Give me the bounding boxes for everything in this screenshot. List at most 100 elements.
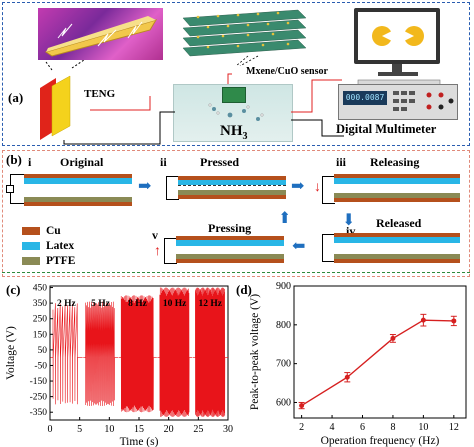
data-point: [420, 317, 426, 323]
y-tick-label: -150: [30, 377, 48, 387]
y-tick-label: -50: [34, 361, 47, 371]
stage-iii-circuit: [322, 176, 335, 204]
stage-v-bottom-layer: [176, 254, 284, 263]
stage-v-title: Pressing: [208, 221, 252, 235]
frequency-label: 12 Hz: [198, 299, 222, 309]
current-down-arrow-icon: ↓: [314, 180, 321, 195]
arrow-right-icon: ➡: [138, 178, 152, 195]
frequency-label: 8 Hz: [128, 299, 148, 309]
stage-v-number: v: [152, 228, 158, 242]
teng-label: TENG: [84, 88, 116, 100]
material-legend: Cu Latex PTFE: [22, 224, 75, 269]
legend-label: PTFE: [46, 255, 76, 267]
panel-a-frame: [2, 2, 470, 146]
digital-multimeter: 000.0087: [338, 84, 458, 120]
y-tick-label: 450: [33, 284, 48, 294]
frequency-label: 5 Hz: [91, 299, 111, 309]
voltage-trace-segment: [192, 287, 228, 417]
stage-iii-bottom-layer: [334, 193, 460, 202]
legend-label: Latex: [46, 240, 75, 252]
panel-b-bottom-border: [2, 272, 470, 273]
x-tick-label: 5: [77, 424, 82, 435]
x-tick-label: 10: [418, 422, 428, 433]
mxene-nanosheet-stack: [182, 9, 307, 66]
computer-monitor: [354, 8, 441, 89]
stage-ii-number: ii: [160, 155, 167, 169]
y-tick-label: 250: [33, 315, 48, 325]
voltage-trace-segment: [50, 303, 83, 405]
y-tick-label: 50: [38, 346, 48, 356]
x-tick-label: 0: [48, 424, 53, 435]
data-point: [299, 403, 305, 409]
stage-i-bottom-layer: [24, 197, 132, 206]
legend-item-ptfe: PTFE: [22, 254, 75, 269]
panel-d-label: (d): [236, 282, 252, 297]
x-tick-label: 4: [330, 422, 335, 433]
arrow-up-icon: ⬆: [278, 210, 292, 227]
stage-v-top-layer: [176, 236, 284, 246]
multimeter-display: 000.0087: [343, 91, 387, 105]
stage-iii-number: iii: [336, 155, 347, 169]
arrow-down-icon: ⬇: [342, 212, 356, 229]
gas-chamber: NH3: [173, 84, 293, 142]
peak-voltage-frequency-chart: 2 4 6 8 10 12 600 700 800 900 Operation frequency …: [249, 281, 467, 447]
y-tick-label: 150: [33, 330, 48, 340]
frequency-label: 2 Hz: [57, 299, 77, 309]
gas-label: NH: [220, 123, 243, 139]
voltage-trace-segment: [118, 295, 157, 413]
x-tick-label: 8: [390, 422, 395, 433]
y-tick-label: -250: [30, 393, 48, 403]
stage-iv-number: iv: [346, 224, 356, 238]
y-axis-label: Voltage (V): [5, 326, 17, 380]
data-point: [344, 374, 350, 380]
sensor-label: Mxene/CuO sensor: [246, 66, 328, 77]
y-tick-label: -350: [30, 408, 48, 418]
plot-frame: [293, 285, 467, 419]
x-tick-label: 2: [299, 422, 304, 433]
circuit-wires: [63, 73, 344, 145]
stage-iv-bottom-layer: [334, 254, 460, 263]
voltage-time-chart: 2 Hz 5 Hz 8 Hz 10 Hz 12 Hz 0 5 10 15 20 25 30 -350 -2…: [5, 284, 233, 447]
x-tick-label: 20: [164, 424, 174, 435]
legend-item-cu: Cu: [22, 224, 75, 239]
stage-iv-top-layer: [334, 233, 460, 243]
legend-item-latex: Latex: [22, 239, 75, 254]
x-axis-label: Operation frequency (Hz): [321, 435, 440, 447]
stage-iii-title: Releasing: [370, 155, 420, 169]
teng-lightning-image: [38, 8, 163, 60]
arrow-left-icon: ⬅: [292, 238, 306, 255]
stage-i-top-layer: [24, 174, 132, 184]
x-tick-label: 10: [104, 424, 114, 435]
data-point: [451, 318, 457, 324]
multimeter-label: Digital Multimeter: [336, 122, 437, 136]
stage-i-title: Original: [60, 155, 104, 169]
stage-iii-top-layer: [334, 174, 460, 184]
legend-swatch: [22, 227, 40, 236]
peak-voltage-line: [301, 319, 454, 407]
teng-device: [40, 60, 85, 140]
legend-swatch: [22, 257, 40, 266]
y-tick-label: 350: [33, 299, 48, 309]
x-tick-label: 30: [223, 424, 233, 435]
stage-iv-title: Released: [376, 216, 422, 230]
stage-iv-circuit: [322, 234, 335, 262]
legend-swatch: [22, 242, 40, 251]
stage-i-number: i: [28, 155, 32, 169]
voltage-trace-segment: [157, 287, 193, 417]
y-tick-label: 800: [276, 320, 291, 331]
stage-i-load: [6, 185, 14, 193]
x-tick-label: 12: [449, 422, 459, 433]
y-tick-label: 900: [276, 281, 291, 292]
stage-ii-circuit: [166, 176, 179, 200]
y-axis-label: Peak-to-peak voltage (V): [249, 294, 261, 410]
x-tick-label: 15: [134, 424, 144, 435]
arrow-right-icon: ➡: [291, 178, 305, 195]
voltage-trace-segment: [83, 301, 119, 406]
x-axis-label: Time (s): [120, 436, 159, 447]
stage-ii-layers: [178, 176, 286, 199]
panel-c-label: (c): [6, 282, 21, 297]
gas-subscript: 3: [242, 131, 248, 142]
legend-label: Cu: [46, 225, 61, 237]
x-tick-label: 25: [193, 424, 203, 435]
stage-v-circuit: [164, 238, 177, 264]
